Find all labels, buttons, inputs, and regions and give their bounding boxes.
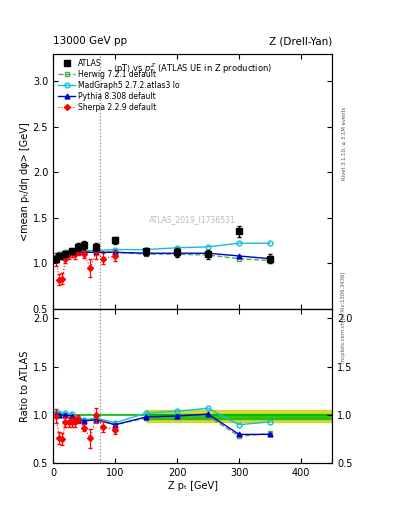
Text: mcplots.cern.ch [arXiv:1306.3436]: mcplots.cern.ch [arXiv:1306.3436] [342,272,346,363]
Legend: ATLAS, Herwig 7.2.1 default, MadGraph5 2.7.2.atlas3 lo, Pythia 8.308 default, Sh: ATLAS, Herwig 7.2.1 default, MadGraph5 2… [56,57,182,114]
X-axis label: Z pₜ [GeV]: Z pₜ [GeV] [167,481,218,491]
Text: $\langle$pT$\rangle$ vs $p_T^Z$ (ATLAS UE in Z production): $\langle$pT$\rangle$ vs $p_T^Z$ (ATLAS U… [113,61,272,76]
Y-axis label: <mean pₜ/dη dφ> [GeV]: <mean pₜ/dη dφ> [GeV] [20,122,30,241]
Text: 13000 GeV pp: 13000 GeV pp [53,36,127,46]
Y-axis label: Ratio to ATLAS: Ratio to ATLAS [20,350,30,422]
Text: Rivet 3.1.10, ≥ 3.1M events: Rivet 3.1.10, ≥ 3.1M events [342,106,346,180]
Text: ATLAS_2019_I1736531: ATLAS_2019_I1736531 [149,215,236,224]
Text: Z (Drell-Yan): Z (Drell-Yan) [269,36,332,46]
